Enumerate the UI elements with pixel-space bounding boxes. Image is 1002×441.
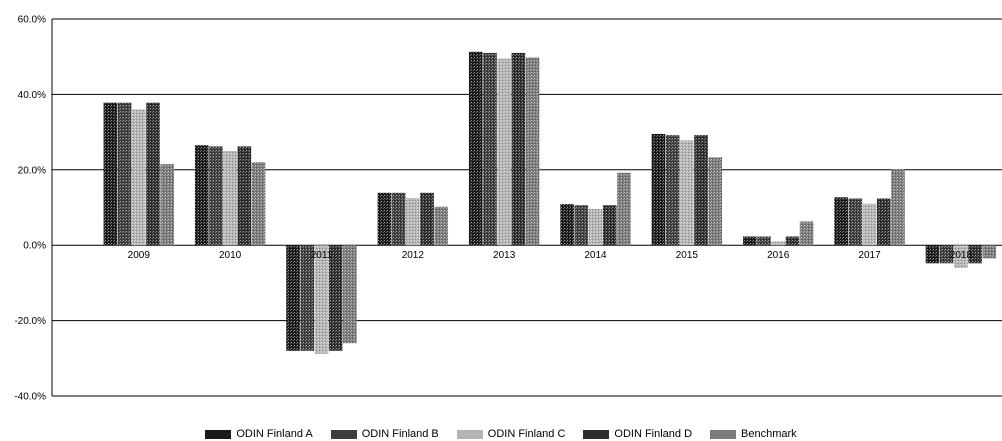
bar-texture [314, 245, 329, 354]
legend-label: ODIN Finland B [361, 428, 439, 440]
bar-texture [694, 135, 708, 246]
x-category-label: 2015 [676, 250, 699, 261]
legend: ODIN Finland A ODIN Finland B ODIN Finland… [0, 427, 1002, 441]
bar-texture [286, 245, 300, 351]
bar-texture [251, 162, 266, 246]
bar-texture [406, 198, 420, 246]
bar-texture [588, 209, 603, 246]
bar-texture [708, 157, 723, 246]
legend-label: ODIN Finland C [487, 428, 566, 440]
legend-swatch [583, 429, 610, 439]
y-axis-ticks: -40.0% -20.0% 0.0% 20.0% 40.0% 60.0% [14, 15, 46, 403]
x-category-label: 2012 [402, 250, 425, 261]
legend-item: ODIN Finland B [330, 428, 439, 440]
bar-texture [103, 102, 118, 246]
legend-item: Benchmark [710, 428, 797, 440]
bar-texture [237, 146, 252, 246]
x-category-label: 2011 [311, 250, 333, 261]
legend-swatch [205, 429, 232, 439]
bar-texture [925, 245, 940, 264]
bar-texture [483, 52, 497, 246]
bars [103, 51, 997, 354]
bar-texture [757, 236, 771, 246]
bar-texture [343, 245, 357, 344]
bar-texture [834, 197, 848, 246]
bar-texture [876, 198, 891, 246]
legend-label: Benchmark [741, 428, 797, 440]
bar-texture [223, 150, 237, 246]
bar-texture [146, 102, 160, 246]
x-category-label: 2017 [858, 250, 881, 261]
bar-texture [680, 140, 694, 246]
bar-texture [891, 169, 905, 246]
x-category-label: 2016 [767, 250, 790, 261]
bar-texture [377, 192, 392, 246]
bar-texture [131, 109, 146, 246]
bar-texture [497, 58, 511, 246]
bar-texture [194, 145, 209, 246]
x-category-label: 2013 [493, 250, 516, 261]
y-tick-label: -40.0% [14, 392, 46, 403]
bar-texture [651, 133, 666, 246]
bar-texture [602, 205, 617, 246]
bar-texture [785, 236, 800, 246]
x-category-label: 2009 [128, 250, 151, 261]
bar-texture [617, 172, 631, 246]
legend-item: ODIN Finland D [583, 428, 692, 440]
legend-item: ODIN Finland A [205, 428, 313, 440]
bar-texture [771, 241, 786, 246]
bar-texture [434, 206, 449, 246]
legend-swatch [710, 429, 737, 439]
y-tick-label: 20.0% [18, 165, 46, 176]
bar-texture [209, 146, 223, 246]
legend-label: ODIN Finland A [236, 428, 313, 440]
x-axis-categories: 2009 2010 2011 2012 2013 2014 2015 2016 2017 2018 [128, 250, 973, 261]
legend-swatch [456, 429, 483, 439]
bar-texture [968, 245, 982, 264]
bar-texture [468, 51, 483, 246]
legend-item: ODIN Finland C [456, 428, 566, 440]
bar-texture [560, 204, 574, 246]
bar-texture [862, 203, 877, 246]
bar-texture [300, 245, 315, 351]
bar-texture [328, 245, 343, 351]
bar-texture [954, 245, 968, 268]
legend-label: ODIN Finland D [614, 428, 693, 440]
bar-texture [160, 164, 174, 246]
y-tick-label: 0.0% [23, 241, 46, 252]
y-tick-label: 40.0% [18, 90, 46, 101]
bar-texture [982, 245, 997, 259]
bar-texture [743, 236, 757, 246]
x-category-label: 2018 [950, 250, 973, 261]
legend-swatch [330, 429, 357, 439]
x-category-label: 2014 [584, 250, 607, 261]
bar-texture [848, 198, 863, 246]
bar-texture [511, 52, 526, 246]
bar-texture [420, 192, 434, 246]
bar-texture [939, 245, 954, 264]
bar-texture [799, 221, 814, 246]
y-tick-label: -20.0% [14, 316, 46, 327]
bar-texture [117, 102, 132, 246]
x-category-label: 2010 [219, 250, 242, 261]
bar-texture [525, 57, 540, 246]
bar-texture [574, 205, 589, 246]
bar-texture [665, 135, 680, 246]
y-tick-label: 60.0% [18, 15, 46, 26]
bar-texture [391, 192, 406, 246]
